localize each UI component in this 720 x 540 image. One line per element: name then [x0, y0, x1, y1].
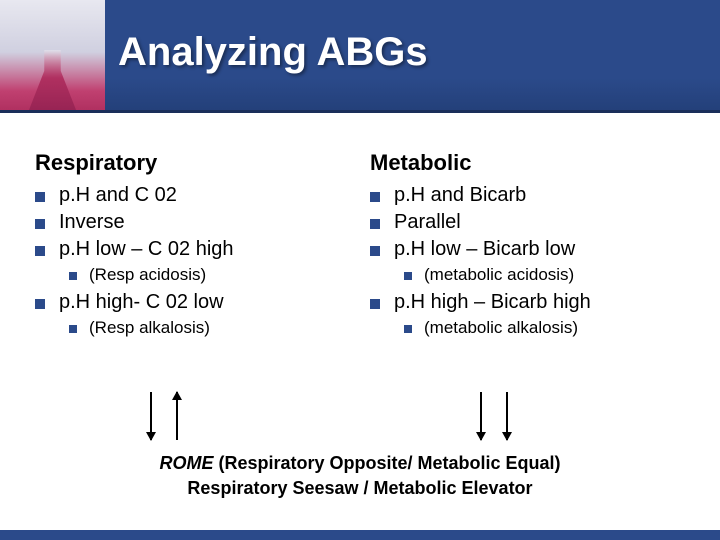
- sub-item: (metabolic alkalosis): [404, 318, 685, 338]
- rome-expansion: (Respiratory Opposite/ Metabolic Equal): [213, 453, 560, 473]
- list-item: p.H and Bicarb: [370, 184, 685, 207]
- right-header: Metabolic: [370, 150, 685, 176]
- sub-text: (metabolic alkalosis): [424, 318, 578, 338]
- arrow-up-icon: [176, 392, 178, 440]
- rome-label: ROME: [159, 453, 213, 473]
- bullet-icon: [370, 192, 380, 202]
- bullet-text: p.H high – Bicarb high: [394, 291, 591, 314]
- footer-text: ROME (Respiratory Opposite/ Metabolic Eq…: [0, 451, 720, 500]
- bullet-icon: [35, 219, 45, 229]
- right-column: Metabolic p.H and Bicarb Parallel p.H lo…: [370, 150, 685, 344]
- sub-text: (Resp alkalosis): [89, 318, 210, 338]
- list-item: p.H low – C 02 high: [35, 238, 350, 261]
- sub-bullet-icon: [69, 272, 77, 280]
- list-item: p.H high- C 02 low: [35, 291, 350, 314]
- bullet-text: Inverse: [59, 211, 125, 234]
- sub-item: (Resp alkalosis): [69, 318, 350, 338]
- bullet-icon: [35, 246, 45, 256]
- list-item: Inverse: [35, 211, 350, 234]
- list-item: p.H high – Bicarb high: [370, 291, 685, 314]
- bullet-icon: [370, 299, 380, 309]
- left-column: Respiratory p.H and C 02 Inverse p.H low…: [35, 150, 350, 344]
- content-columns: Respiratory p.H and C 02 Inverse p.H low…: [35, 150, 685, 344]
- list-item: p.H and C 02: [35, 184, 350, 207]
- arrow-down-icon: [506, 392, 508, 440]
- bullet-text: p.H high- C 02 low: [59, 291, 224, 314]
- arrows-region: [0, 392, 720, 452]
- sub-item: (Resp acidosis): [69, 265, 350, 285]
- sub-bullet-icon: [69, 325, 77, 333]
- arrow-down-icon: [150, 392, 152, 440]
- bottom-bar: [0, 530, 720, 540]
- bullet-icon: [35, 299, 45, 309]
- sub-text: (Resp acidosis): [89, 265, 206, 285]
- arrow-down-icon: [480, 392, 482, 440]
- bullet-text: p.H low – C 02 high: [59, 238, 234, 261]
- footer-line2: Respiratory Seesaw / Metabolic Elevator: [0, 476, 720, 500]
- sub-bullet-icon: [404, 272, 412, 280]
- bullet-text: p.H low – Bicarb low: [394, 238, 575, 261]
- list-item: Parallel: [370, 211, 685, 234]
- list-item: p.H low – Bicarb low: [370, 238, 685, 261]
- bullet-icon: [370, 246, 380, 256]
- right-arrow-group: [480, 392, 508, 440]
- left-header: Respiratory: [35, 150, 350, 176]
- bullet-icon: [35, 192, 45, 202]
- sub-item: (metabolic acidosis): [404, 265, 685, 285]
- sub-text: (metabolic acidosis): [424, 265, 574, 285]
- header-divider: [0, 110, 720, 130]
- bullet-icon: [370, 219, 380, 229]
- left-arrow-group: [150, 392, 178, 440]
- bullet-text: p.H and Bicarb: [394, 184, 526, 207]
- sub-bullet-icon: [404, 325, 412, 333]
- slide-title: Analyzing ABGs: [118, 30, 428, 75]
- bullet-text: p.H and C 02: [59, 184, 177, 207]
- bullet-text: Parallel: [394, 211, 461, 234]
